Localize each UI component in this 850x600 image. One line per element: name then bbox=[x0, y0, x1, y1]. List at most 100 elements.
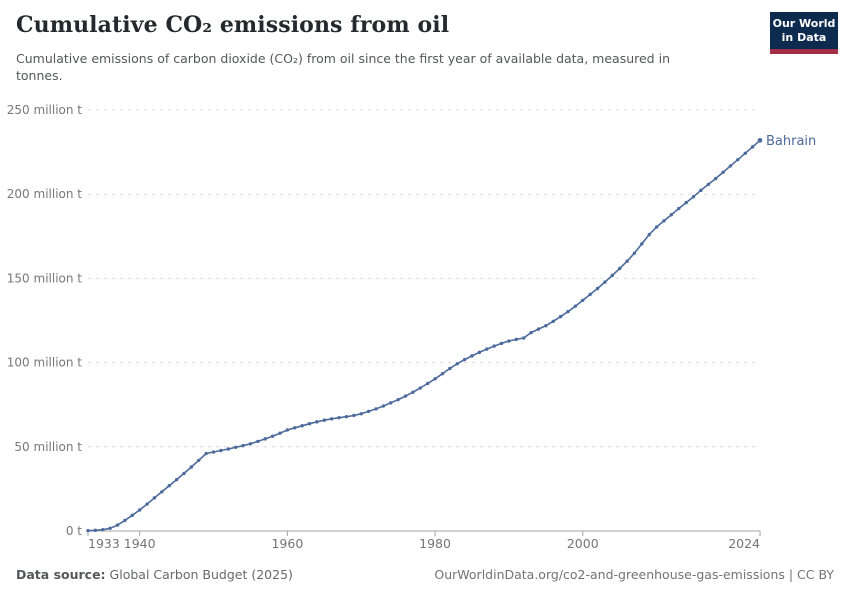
data-point-marker[interactable] bbox=[736, 157, 740, 162]
data-point-marker[interactable] bbox=[581, 298, 585, 302]
data-point-marker[interactable] bbox=[544, 324, 548, 328]
data-point-marker[interactable] bbox=[359, 412, 363, 416]
data-point-marker[interactable] bbox=[115, 523, 120, 527]
data-point-marker[interactable] bbox=[566, 309, 570, 314]
data-point-marker[interactable] bbox=[470, 354, 474, 358]
data-point-marker[interactable] bbox=[307, 422, 312, 426]
data-point-marker[interactable] bbox=[492, 344, 496, 348]
data-point-marker[interactable] bbox=[743, 151, 747, 155]
data-point-marker[interactable] bbox=[211, 450, 216, 454]
y-tick-label: 50 million t bbox=[14, 440, 82, 454]
data-point-marker[interactable] bbox=[514, 337, 519, 342]
data-point-marker[interactable] bbox=[558, 314, 563, 319]
data-point-marker[interactable] bbox=[440, 372, 445, 376]
data-point-marker[interactable] bbox=[130, 513, 135, 518]
data-point-marker[interactable] bbox=[233, 445, 238, 450]
data-point-marker[interactable] bbox=[174, 477, 179, 482]
line-chart[interactable]: 0 t 50 million t 100 million t 150 million … bbox=[0, 95, 850, 570]
line-chart-canvas[interactable]: 0 t 50 million t 100 million t 150 million … bbox=[0, 95, 850, 570]
data-point-marker[interactable] bbox=[241, 443, 245, 448]
data-point-marker[interactable] bbox=[640, 242, 644, 246]
data-point-marker[interactable] bbox=[625, 259, 629, 263]
data-point-marker[interactable] bbox=[389, 401, 393, 405]
series-entity-label[interactable]: Bahrain bbox=[766, 134, 816, 149]
data-point-marker[interactable] bbox=[403, 394, 408, 398]
data-point-marker[interactable] bbox=[278, 431, 282, 435]
data-point-marker[interactable] bbox=[381, 404, 386, 408]
data-point-marker[interactable] bbox=[145, 502, 149, 506]
data-point-marker[interactable] bbox=[669, 213, 674, 217]
data-point-marker[interactable] bbox=[713, 176, 718, 181]
data-point-marker[interactable] bbox=[344, 414, 349, 419]
data-point-marker[interactable] bbox=[374, 407, 378, 411]
data-point-marker[interactable] bbox=[219, 448, 223, 453]
data-point-marker[interactable] bbox=[418, 386, 423, 390]
data-point-marker[interactable] bbox=[300, 424, 304, 428]
data-point-marker[interactable] bbox=[86, 528, 90, 533]
data-point-marker[interactable] bbox=[750, 145, 755, 149]
data-point-marker[interactable] bbox=[248, 442, 253, 446]
data-point-marker[interactable] bbox=[603, 280, 607, 284]
data-point-marker[interactable] bbox=[256, 439, 260, 444]
data-point-marker[interactable] bbox=[352, 413, 356, 418]
series-line[interactable] bbox=[87, 139, 761, 532]
data-point-marker[interactable] bbox=[462, 357, 467, 362]
data-point-marker[interactable] bbox=[677, 206, 681, 211]
series-endpoint-marker[interactable] bbox=[757, 138, 763, 143]
data-point-marker[interactable] bbox=[588, 292, 592, 297]
data-point-marker[interactable] bbox=[617, 266, 622, 271]
data-point-marker[interactable] bbox=[226, 447, 231, 451]
data-point-marker[interactable] bbox=[521, 336, 526, 340]
data-point-marker[interactable] bbox=[507, 339, 511, 343]
data-point-marker[interactable] bbox=[123, 518, 127, 523]
data-point-marker[interactable] bbox=[396, 397, 400, 402]
data-point-marker[interactable] bbox=[322, 418, 327, 422]
data-point-marker[interactable] bbox=[654, 225, 659, 229]
data-point-marker[interactable] bbox=[197, 458, 201, 462]
data-point-marker[interactable] bbox=[270, 434, 275, 438]
data-point-marker[interactable] bbox=[706, 182, 711, 187]
data-point-marker[interactable] bbox=[433, 377, 437, 381]
data-point-marker[interactable] bbox=[167, 484, 171, 488]
data-point-marker[interactable] bbox=[632, 251, 637, 255]
data-point-marker[interactable] bbox=[647, 232, 651, 237]
data-point-marker[interactable] bbox=[189, 465, 194, 469]
data-point-marker[interactable] bbox=[411, 390, 415, 394]
data-point-marker[interactable] bbox=[728, 164, 733, 168]
data-point-marker[interactable] bbox=[455, 362, 459, 366]
owid-logo[interactable]: Our World in Data bbox=[770, 12, 838, 54]
data-point-marker[interactable] bbox=[485, 347, 489, 351]
data-point-marker[interactable] bbox=[691, 195, 696, 199]
data-point-marker[interactable] bbox=[425, 381, 430, 386]
data-point-marker[interactable] bbox=[499, 341, 504, 346]
attribution-link[interactable]: OurWorldinData.org/co2-and-greenhouse-ga… bbox=[434, 567, 834, 582]
data-point-marker[interactable] bbox=[529, 330, 533, 335]
data-point-marker[interactable] bbox=[329, 417, 334, 421]
data-point-marker[interactable] bbox=[551, 319, 555, 324]
data-point-marker[interactable] bbox=[204, 451, 208, 456]
data-point-marker[interactable] bbox=[536, 327, 541, 331]
data-point-marker[interactable] bbox=[108, 526, 112, 531]
data-point-marker[interactable] bbox=[285, 428, 290, 432]
data-point-marker[interactable] bbox=[315, 420, 319, 424]
data-point-marker[interactable] bbox=[448, 366, 452, 371]
data-point-marker[interactable] bbox=[152, 496, 157, 500]
data-point-marker[interactable] bbox=[337, 415, 341, 420]
data-point-marker[interactable] bbox=[595, 286, 600, 291]
data-point-marker[interactable] bbox=[573, 304, 578, 308]
data-source-value[interactable]: Global Carbon Budget (2025) bbox=[109, 567, 293, 582]
data-point-marker[interactable] bbox=[93, 528, 98, 533]
data-point-marker[interactable] bbox=[137, 508, 142, 512]
data-point-marker[interactable] bbox=[160, 490, 164, 494]
data-point-marker[interactable] bbox=[610, 273, 615, 278]
data-point-marker[interactable] bbox=[366, 409, 371, 414]
data-point-marker[interactable] bbox=[662, 219, 666, 223]
data-point-marker[interactable] bbox=[182, 471, 186, 476]
data-point-marker[interactable] bbox=[477, 350, 482, 355]
data-point-marker[interactable] bbox=[293, 426, 297, 430]
data-point-marker[interactable] bbox=[699, 188, 703, 193]
data-point-marker[interactable] bbox=[721, 170, 725, 175]
data-point-marker[interactable] bbox=[684, 200, 688, 205]
data-point-marker[interactable] bbox=[263, 437, 267, 441]
data-point-marker[interactable] bbox=[101, 527, 105, 532]
